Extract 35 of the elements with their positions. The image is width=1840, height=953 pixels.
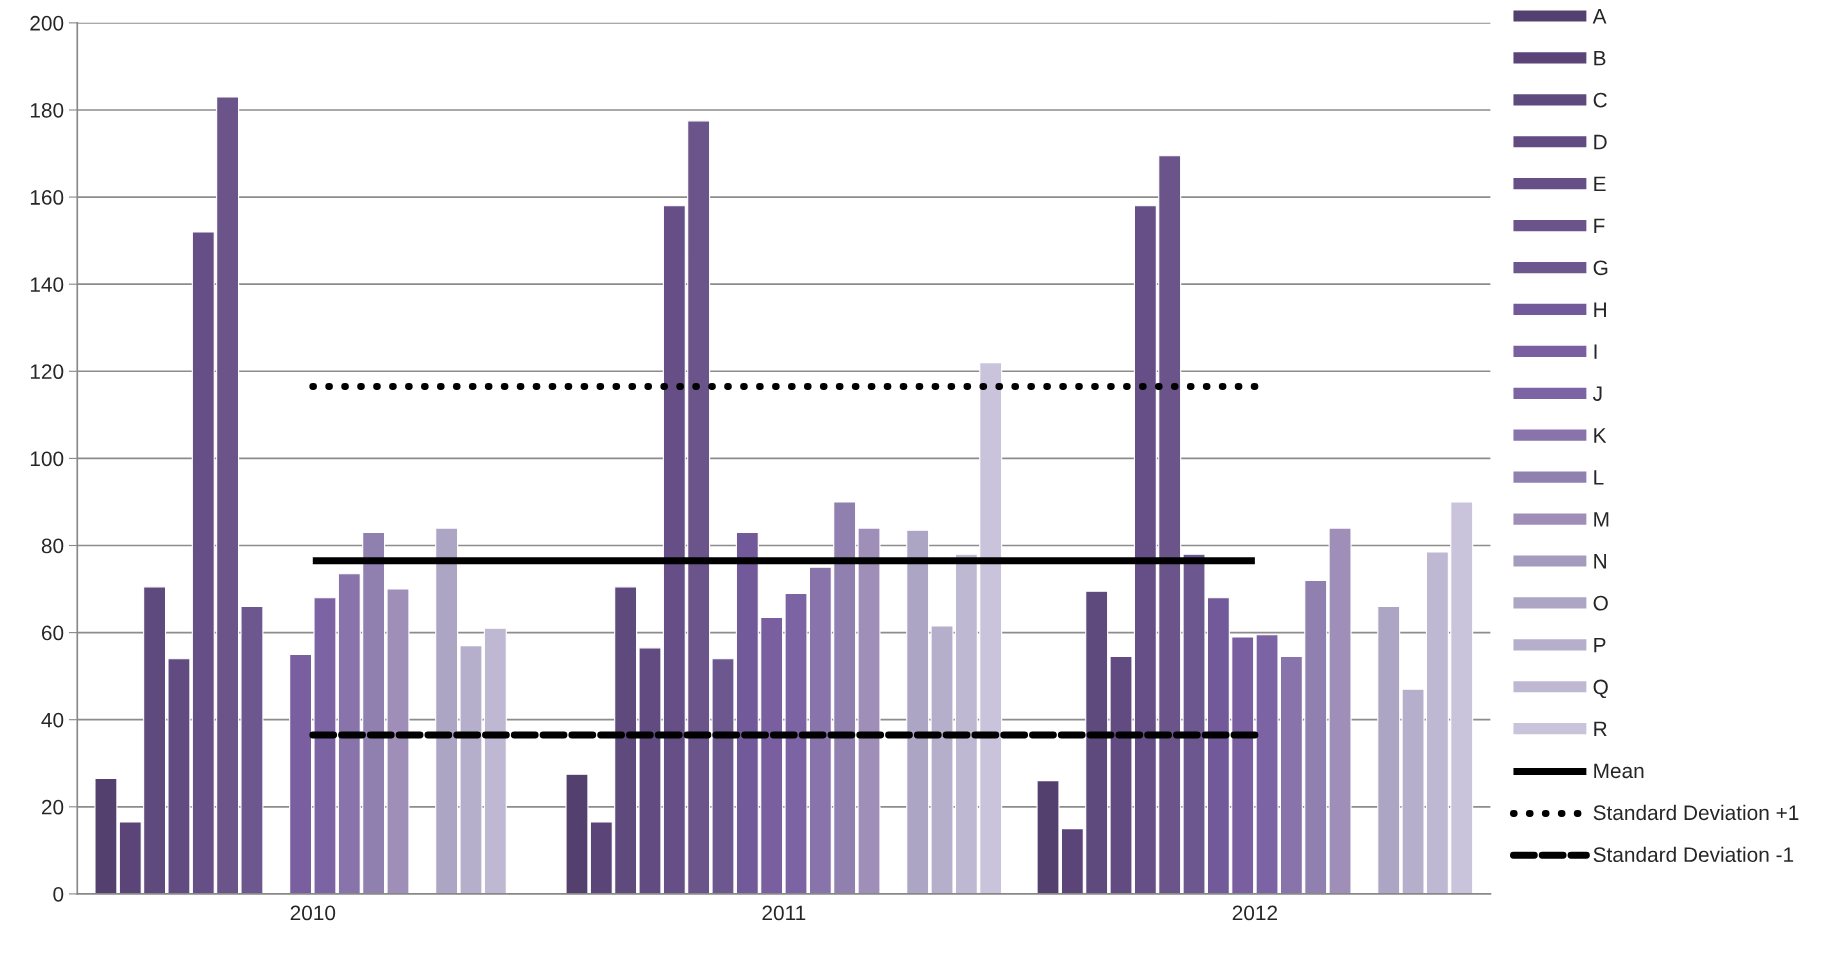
x-tick-label: 2011: [762, 905, 806, 921]
y-tick-label: 140: [30, 277, 64, 292]
legend-label: O: [1593, 595, 1608, 611]
y-tick-label: 0: [53, 886, 64, 902]
legend-label: Q: [1593, 679, 1608, 699]
legend-label: F: [1594, 218, 1605, 234]
legend-label: N: [1594, 554, 1606, 569]
y-tick-label: 80: [41, 538, 64, 554]
legend-label: D: [1594, 134, 1607, 150]
legend-label: Standard Deviation -1: [1593, 846, 1794, 863]
legend-label: B: [1594, 51, 1606, 66]
y-tick-label: 60: [41, 625, 64, 641]
y-tick-label: 120: [30, 364, 64, 380]
y-tick-label: 20: [41, 799, 64, 815]
y-tick-label: 160: [30, 190, 64, 205]
legend-label: K: [1594, 428, 1607, 443]
legend-label: C: [1593, 92, 1607, 108]
legend-label: G: [1593, 260, 1608, 276]
legend-label: A: [1592, 9, 1607, 24]
legend-label: Mean: [1594, 763, 1644, 779]
x-tick-label: 2010: [290, 905, 336, 921]
legend-label: L: [1594, 470, 1604, 485]
legend-label: R: [1594, 721, 1607, 737]
legend-label: E: [1594, 176, 1606, 192]
y-tick-label: 100: [30, 451, 64, 467]
legend-label: I: [1594, 344, 1597, 359]
legend-label: J: [1592, 386, 1602, 401]
y-tick-label: 200: [30, 15, 64, 31]
y-tick-label: 180: [30, 102, 64, 118]
legend-label: M: [1594, 512, 1609, 527]
legend-label: P: [1594, 637, 1606, 653]
legend-label: Standard Deviation +1: [1593, 804, 1799, 821]
x-tick-label: 2012: [1232, 905, 1278, 921]
legend-label: H: [1594, 302, 1606, 317]
y-tick-label: 40: [41, 712, 64, 728]
